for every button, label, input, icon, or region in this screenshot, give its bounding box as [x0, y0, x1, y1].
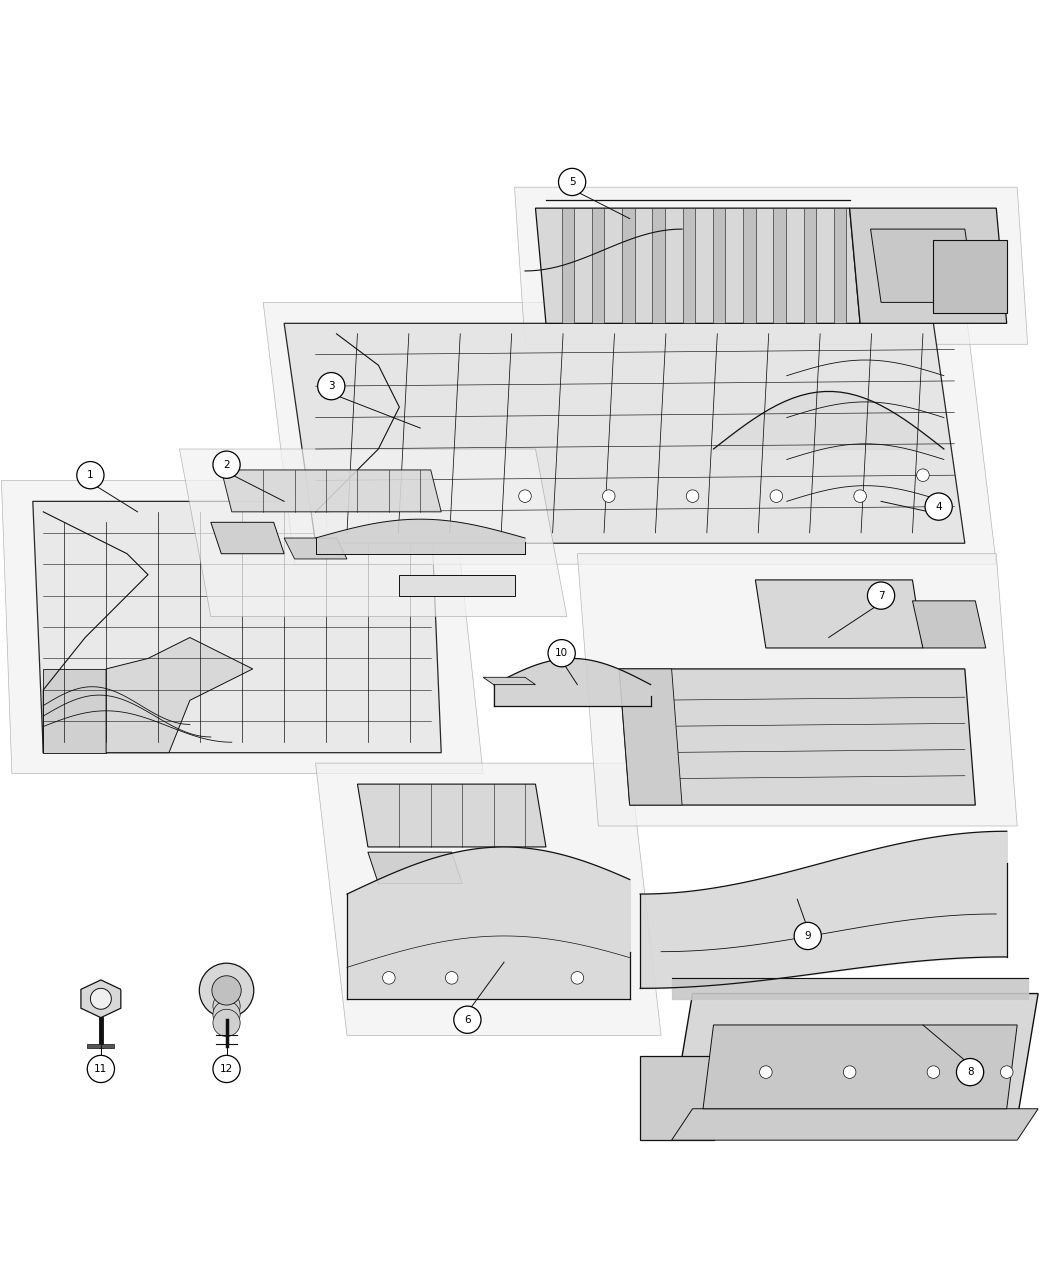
Polygon shape: [536, 208, 860, 324]
Polygon shape: [264, 302, 996, 565]
Polygon shape: [180, 449, 567, 617]
Circle shape: [213, 1001, 240, 1028]
Circle shape: [519, 490, 531, 502]
Polygon shape: [368, 852, 462, 884]
Polygon shape: [933, 240, 1007, 312]
Polygon shape: [357, 784, 546, 847]
Circle shape: [770, 490, 782, 502]
Circle shape: [454, 1006, 481, 1033]
Circle shape: [559, 168, 586, 195]
Circle shape: [917, 469, 929, 482]
Polygon shape: [483, 677, 536, 685]
Circle shape: [571, 972, 584, 984]
Circle shape: [794, 922, 821, 950]
Polygon shape: [33, 501, 441, 752]
Polygon shape: [316, 764, 662, 1035]
Polygon shape: [222, 470, 441, 511]
Circle shape: [213, 992, 240, 1020]
Circle shape: [867, 581, 895, 609]
Polygon shape: [713, 208, 726, 324]
Circle shape: [925, 493, 952, 520]
Text: 2: 2: [224, 460, 230, 469]
Polygon shape: [912, 601, 986, 648]
Circle shape: [854, 490, 866, 502]
Polygon shape: [285, 538, 346, 558]
Circle shape: [445, 972, 458, 984]
Circle shape: [759, 1066, 772, 1079]
Circle shape: [927, 1066, 940, 1079]
Circle shape: [548, 640, 575, 667]
Circle shape: [213, 1056, 240, 1082]
Circle shape: [957, 1058, 984, 1086]
Circle shape: [212, 975, 242, 1005]
Polygon shape: [87, 1044, 114, 1048]
Polygon shape: [43, 669, 106, 752]
Circle shape: [90, 988, 111, 1010]
Polygon shape: [623, 208, 635, 324]
Polygon shape: [849, 208, 1007, 324]
Polygon shape: [562, 208, 574, 324]
Text: 8: 8: [967, 1067, 973, 1077]
Polygon shape: [652, 208, 665, 324]
Polygon shape: [211, 523, 285, 553]
Circle shape: [382, 972, 395, 984]
Text: 11: 11: [94, 1063, 107, 1074]
Circle shape: [603, 490, 615, 502]
Polygon shape: [743, 208, 756, 324]
Polygon shape: [578, 553, 1017, 826]
Text: 12: 12: [219, 1063, 233, 1074]
Circle shape: [77, 462, 104, 488]
Polygon shape: [399, 575, 514, 595]
Polygon shape: [870, 230, 975, 302]
Text: 1: 1: [87, 470, 93, 481]
Text: 6: 6: [464, 1015, 470, 1025]
Polygon shape: [834, 208, 846, 324]
Polygon shape: [592, 208, 605, 324]
Circle shape: [87, 1056, 114, 1082]
Polygon shape: [81, 980, 121, 1017]
Circle shape: [318, 372, 344, 400]
Polygon shape: [514, 187, 1028, 344]
Circle shape: [843, 1066, 856, 1079]
Text: 10: 10: [555, 648, 568, 658]
Polygon shape: [1, 481, 483, 774]
Circle shape: [1001, 1066, 1013, 1079]
Polygon shape: [672, 1109, 1038, 1140]
Polygon shape: [803, 208, 816, 324]
Polygon shape: [672, 993, 1038, 1119]
Polygon shape: [755, 580, 923, 648]
Text: 5: 5: [569, 177, 575, 187]
Circle shape: [213, 1010, 240, 1037]
Text: 4: 4: [936, 501, 942, 511]
Polygon shape: [620, 669, 682, 805]
Text: 9: 9: [804, 931, 811, 941]
Polygon shape: [774, 208, 786, 324]
Circle shape: [213, 451, 240, 478]
Text: 3: 3: [328, 381, 335, 391]
Polygon shape: [682, 208, 695, 324]
Polygon shape: [640, 1057, 714, 1140]
Polygon shape: [704, 1025, 1017, 1109]
Circle shape: [200, 963, 254, 1017]
Polygon shape: [620, 669, 975, 805]
Polygon shape: [106, 638, 253, 752]
Circle shape: [687, 490, 699, 502]
Text: 7: 7: [878, 590, 884, 601]
Polygon shape: [285, 324, 965, 543]
